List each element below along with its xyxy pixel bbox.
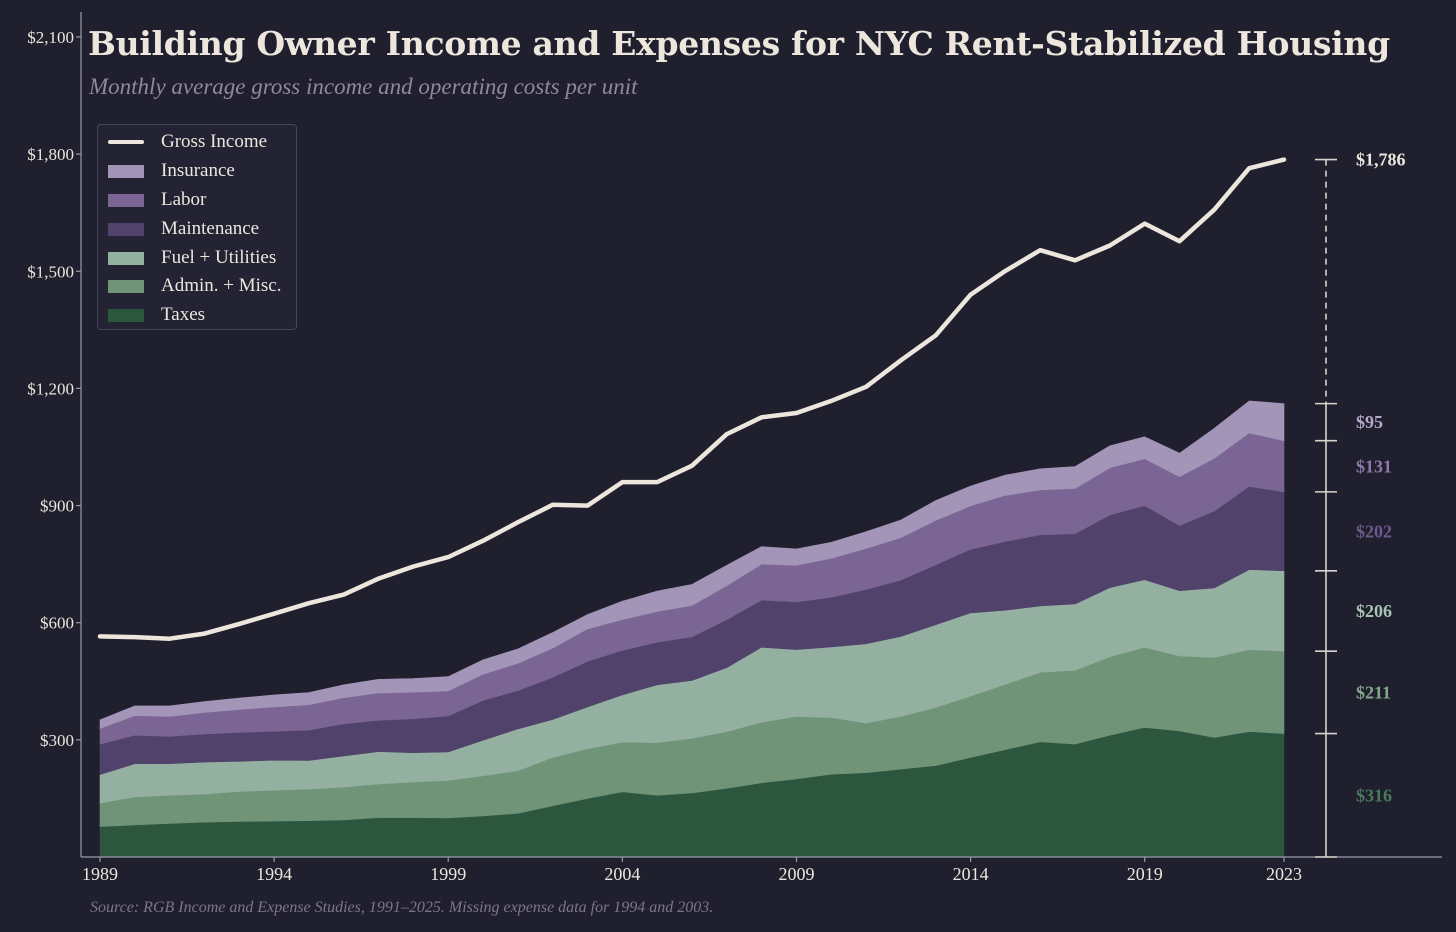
x-tick-label: 2014: [953, 864, 989, 884]
end-bracket: [1315, 158, 1337, 858]
legend-swatch-insurance: [108, 164, 144, 178]
legend-label-insurance: Insurance: [161, 160, 235, 181]
legend-label-maintenance: Maintenance: [161, 218, 260, 239]
x-tick-label: 1989: [82, 864, 118, 884]
legend-item-admin-misc: Admin. + Misc.: [98, 273, 294, 299]
y-tick-label: $900: [40, 497, 74, 516]
y-tick-label: $600: [40, 614, 74, 633]
legend-label-admin-misc: Admin. + Misc.: [161, 275, 282, 296]
legend-item-fuel-utilities: Fuel + Utilities: [98, 245, 294, 271]
legend-label-taxes: Taxes: [161, 304, 206, 325]
axes: $300 $600 $900 $1,200 $1,500 $1,800 $2,100 1989…: [27, 12, 1442, 884]
y-tick-label: $2,100: [27, 28, 74, 47]
end-label-income: $1,786: [1356, 150, 1406, 170]
end-label-labor: $131: [1356, 456, 1392, 476]
legend-item-insurance: Insurance: [98, 158, 294, 184]
x-tick-label: 2009: [778, 864, 814, 884]
end-label-fuel_utilities: $206: [1356, 601, 1392, 621]
y-tick-label: $1,800: [27, 145, 74, 164]
legend-item-labor: Labor: [98, 187, 294, 213]
stacked-areas: [99, 400, 1285, 858]
legend-label-income: Gross Income: [161, 131, 268, 152]
y-tick-label: $1,200: [27, 379, 74, 398]
x-tick-label: 2004: [604, 864, 640, 884]
legend-swatch-fuel-utilities: [108, 251, 144, 265]
end-label-maintenance: $202: [1356, 521, 1392, 541]
legend-item-taxes: Taxes: [98, 302, 294, 328]
source-note: Source: RGB Income and Expense Studies, …: [90, 899, 714, 916]
legend-label-fuel-utilities: Fuel + Utilities: [161, 247, 277, 268]
legend: Gross Income Insurance Labor Maintenance…: [97, 124, 297, 330]
legend-item-income: Gross Income: [98, 129, 294, 155]
income-line: [97, 157, 1287, 641]
legend-label-labor: Labor: [161, 189, 207, 210]
x-tick-label: 1999: [430, 864, 466, 884]
legend-item-maintenance: Maintenance: [98, 216, 294, 242]
legend-swatch-admin-misc: [108, 279, 144, 293]
chart-subtitle: Monthly average gross income and operati…: [89, 74, 638, 99]
x-tick-label: 2023: [1266, 864, 1302, 884]
end-label-admin_misc: $211: [1356, 682, 1391, 702]
x-tick-label: 1994: [256, 864, 292, 884]
end-label-taxes: $316: [1356, 785, 1392, 805]
y-tick-label: $300: [40, 731, 74, 750]
legend-swatch-taxes: [108, 308, 144, 322]
end-label-insurance: $95: [1356, 412, 1383, 432]
end-labels: $1,786 $95 $131 $202 $206 $211 $316: [1356, 150, 1406, 806]
y-tick-label: $1,500: [27, 262, 74, 281]
area-insurance: [99, 400, 1285, 729]
legend-swatch-income: [108, 140, 144, 144]
x-tick-label: 2019: [1127, 864, 1163, 884]
income-line-layer: [97, 157, 1287, 641]
chart-title: Building Owner Income and Expenses for N…: [88, 24, 1390, 63]
legend-swatch-maintenance: [108, 222, 144, 236]
legend-swatch-labor: [108, 193, 144, 207]
